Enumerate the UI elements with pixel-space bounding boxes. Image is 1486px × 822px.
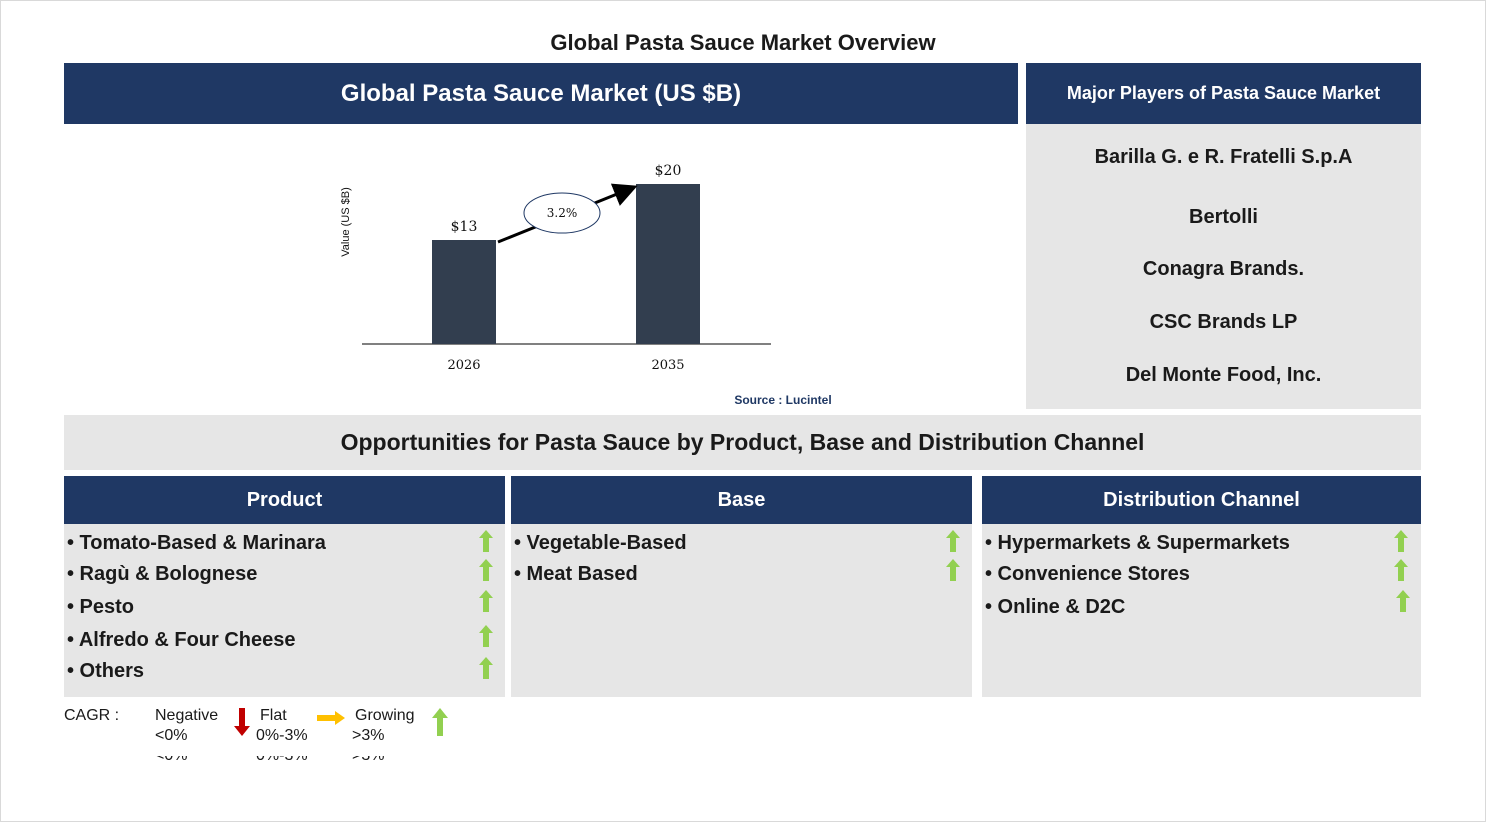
legend-cagr-label: CAGR : [64,707,120,724]
legend-flat-range: 0%-3% [256,727,308,744]
bar-2026 [432,240,496,344]
distribution-channel-panel: • Hypermarkets & Supermarkets • Convenie… [982,524,1421,697]
flat-arrow-icon [317,711,345,725]
product-panel: • Tomato-Based & Marinara • Ragù & Bolog… [64,524,505,697]
product-item: • Alfredo & Four Cheese [67,629,296,651]
chart-source: Source : Lucintel [734,393,831,407]
distribution-channel-item: • Convenience Stores [985,563,1190,585]
player-item: Conagra Brands. [1142,258,1305,280]
product-item: • Ragù & Bolognese [67,563,258,585]
legend-flat-range-echo: 0%-3% [256,756,308,764]
product-item: • Tomato-Based & Marinara [67,532,326,554]
cagr-label: 3.2% [547,206,578,220]
legend-negative-range: <0% [155,727,188,744]
up-arrow-icon [479,590,493,612]
up-arrow-icon [479,559,493,581]
distribution-channel-header: Distribution Channel [982,476,1421,524]
up-arrow-icon [946,559,960,581]
up-arrow-icon [1394,530,1408,552]
base-item: • Vegetable-Based [514,532,687,554]
page-title: Global Pasta Sauce Market Overview [550,30,936,55]
base-panel: • Vegetable-Based • Meat Based [511,524,972,697]
legend-flat-label: Flat [260,707,287,724]
base-item: • Meat Based [514,563,638,585]
legend-negative-label: Negative [155,707,219,724]
x-tick-label: 2026 [447,358,480,373]
product-header: Product [64,476,505,524]
up-arrow-icon [946,530,960,552]
legend-growing-range: >3% [352,727,385,744]
distribution-channel-item: • Online & D2C [985,596,1126,618]
cagr-bubble [523,192,601,234]
up-arrow-icon [1396,590,1410,612]
player-item: Del Monte Food, Inc. [1125,364,1322,386]
bar-value-label: $20 [655,163,682,179]
base-header: Base [511,476,972,524]
up-arrow-icon [1394,559,1408,581]
market-chart-header: Global Pasta Sauce Market (US $B) [64,63,1018,124]
up-arrow-icon [432,708,448,736]
up-arrow-icon [479,657,493,679]
down-arrow-icon [234,708,250,736]
distribution-channel-item: • Hypermarkets & Supermarkets [985,532,1290,554]
legend-growing-label: Growing [355,707,415,724]
player-item: CSC Brands LP [1149,311,1298,333]
player-item: Bertolli [1189,206,1258,228]
player-item: Barilla G. e R. Fratelli S.p.A [1094,146,1353,168]
product-item: • Pesto [67,596,135,618]
legend-echo-row: <0% 0%-3% >3% [150,756,470,764]
y-axis-label: Value (US $B) [340,187,352,257]
opportunities-title: Opportunities for Pasta Sauce by Product… [64,415,1421,470]
legend-growing-range-echo: >3% [352,756,384,764]
up-arrow-icon [479,530,493,552]
market-bar-chart: Value (US $B) $13 2026 $20 2035 3.2% Source… [340,163,832,407]
up-arrow-icon [479,625,493,647]
major-players-panel: Barilla G. e R. Fratelli S.p.A Bertolli … [1026,124,1421,409]
bar-value-label: $13 [451,219,478,235]
major-players-header: Major Players of Pasta Sauce Market [1026,63,1421,124]
legend-negative-range-echo: <0% [155,756,187,764]
bar-2035 [636,184,700,344]
x-tick-label: 2035 [651,358,684,373]
product-item: • Others [67,660,145,682]
